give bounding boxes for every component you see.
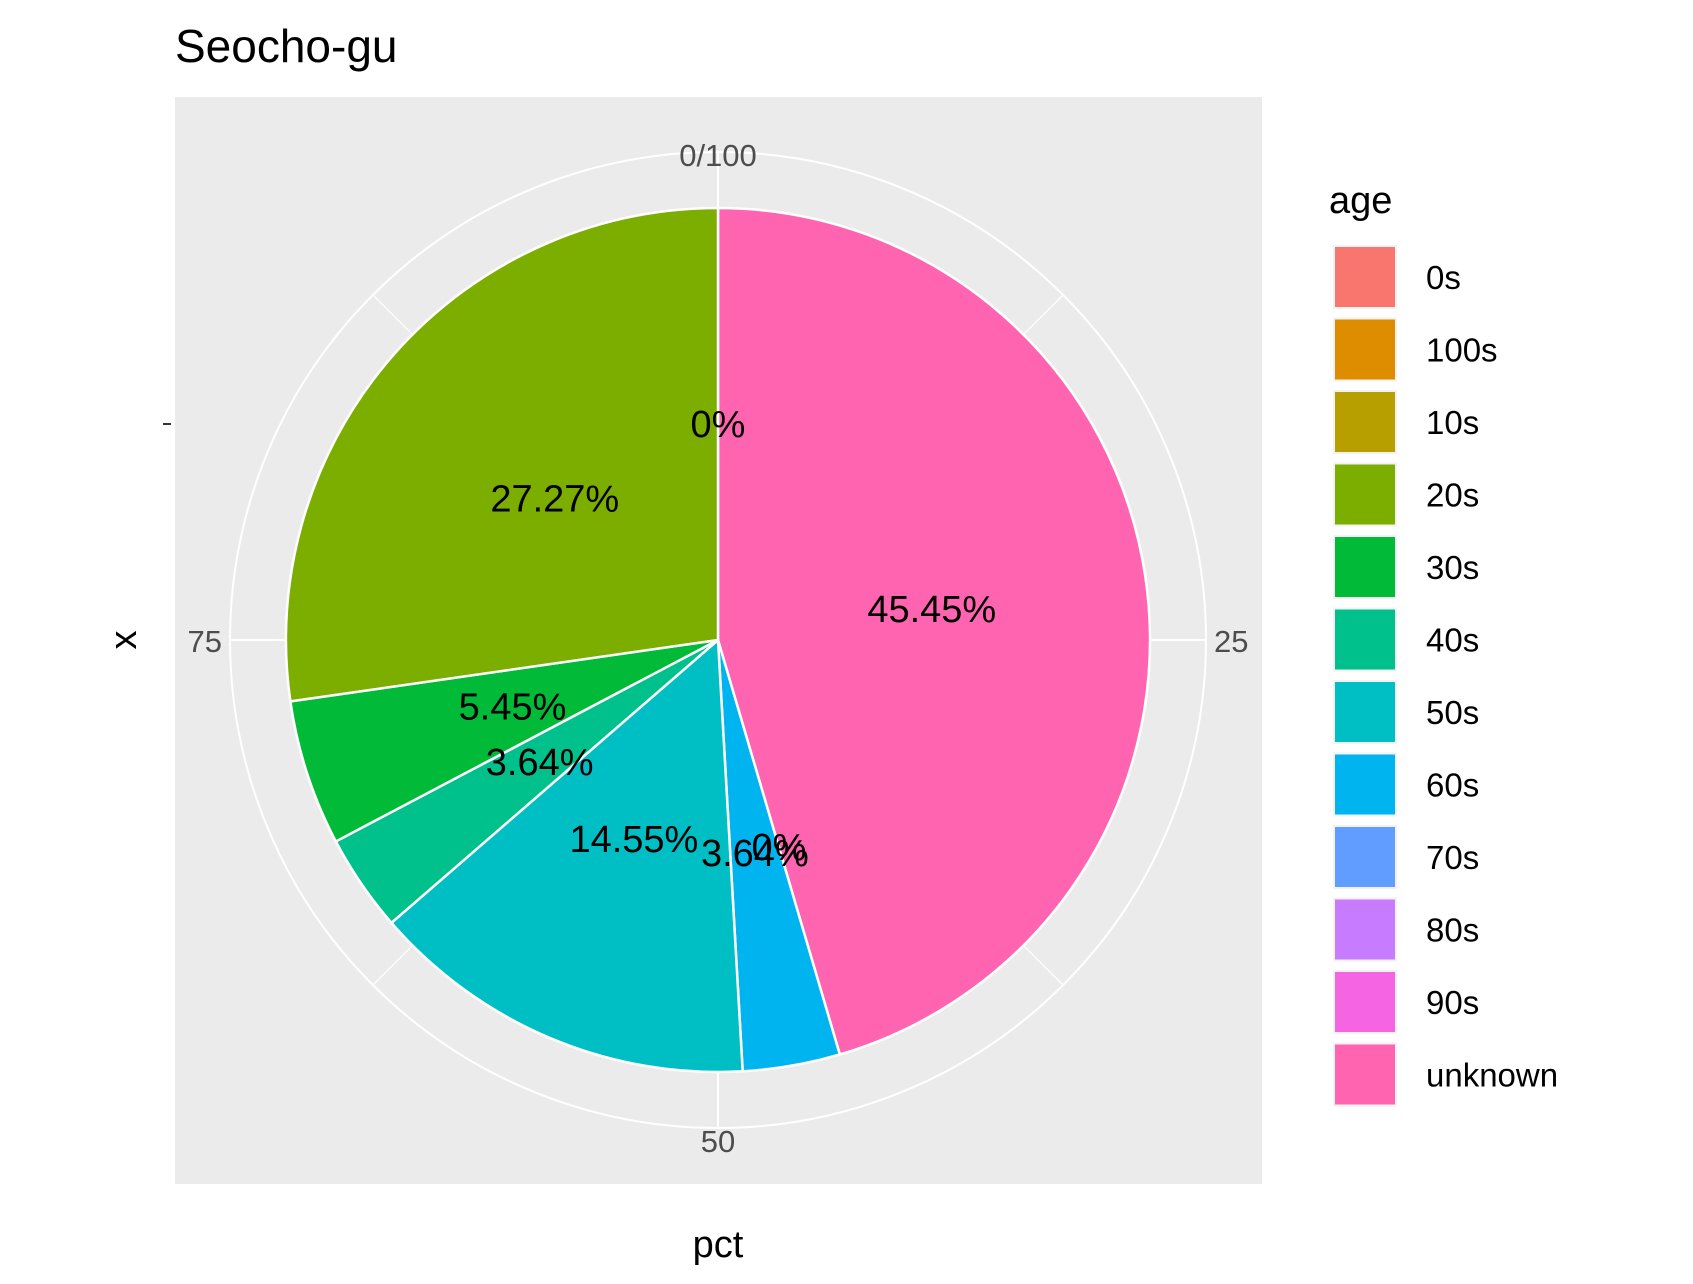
legend-label-30s: 30s: [1426, 549, 1479, 586]
legend-key-100s: [1333, 317, 1397, 382]
legend-label-60s: 60s: [1426, 767, 1479, 804]
angle-tick-label: 50: [701, 1124, 735, 1159]
slice-label-50s: 14.55%: [569, 819, 698, 861]
slice-value-labels: 45.45%0%3.64%14.55%3.64%5.45%27.27%0%: [459, 404, 997, 875]
legend-label-50s: 50s: [1426, 694, 1479, 731]
legend-key-10s: [1333, 390, 1397, 454]
slice-label-10s: 0%: [691, 404, 746, 446]
legend-label-100s: 100s: [1426, 332, 1498, 369]
legend-label-70s: 70s: [1426, 839, 1479, 876]
slice-label-60s: 3.64%: [701, 833, 809, 875]
slice-label-20s: 27.27%: [490, 479, 619, 521]
legend-label-40s: 40s: [1426, 622, 1479, 659]
slice-label-unknown: 45.45%: [867, 589, 996, 631]
legend: age 0s 100s 10s 20s 30s 40s 50s 60s 70s 80s 90s unk…: [1329, 180, 1558, 1107]
legend-key-30s: [1333, 535, 1397, 599]
legend-label-90s: 90s: [1426, 984, 1479, 1021]
legend-key-70s: [1333, 825, 1397, 889]
legend-label-80s: 80s: [1426, 912, 1479, 949]
pie-slices: [284, 206, 1152, 1074]
legend-key-80s: [1333, 897, 1397, 962]
slice-label-40s: 3.64%: [486, 742, 594, 784]
legend-key-50s: [1333, 680, 1397, 744]
legend-label-unknown: unknown: [1426, 1057, 1558, 1094]
slice-label-30s: 5.45%: [459, 687, 567, 729]
angle-tick-label: 25: [1214, 624, 1248, 659]
chart-title: Seocho-gu: [175, 20, 398, 72]
legend-key-90s: [1333, 970, 1397, 1034]
angle-tick-label: 0/100: [679, 138, 757, 173]
legend-key-unknown: [1333, 1042, 1397, 1107]
y-axis-title: x: [103, 631, 145, 650]
legend-key-60s: [1333, 752, 1397, 817]
legend-label-10s: 10s: [1426, 404, 1479, 441]
angle-tick-label: 75: [188, 624, 222, 659]
legend-label-20s: 20s: [1426, 477, 1479, 514]
x-axis-title: pct: [693, 1224, 744, 1266]
slice-30s: [288, 638, 719, 844]
legend-label-0s: 0s: [1426, 259, 1461, 296]
angle-tick-labels: 0/100 25 50 75: [188, 138, 1249, 1159]
legend-key-20s: [1333, 462, 1397, 527]
legend-title: age: [1329, 180, 1392, 222]
slice-50s: [389, 637, 745, 1074]
legend-key-0s: [1333, 245, 1397, 309]
legend-key-40s: [1333, 607, 1397, 672]
slice-label-70s: 0%: [751, 827, 806, 869]
slice-20s: [284, 206, 720, 703]
legend-items: 0s 100s 10s 20s 30s 40s 50s 60s 70s 80s 90s unknown: [1333, 245, 1558, 1107]
slice-unknown: [716, 206, 1152, 1057]
